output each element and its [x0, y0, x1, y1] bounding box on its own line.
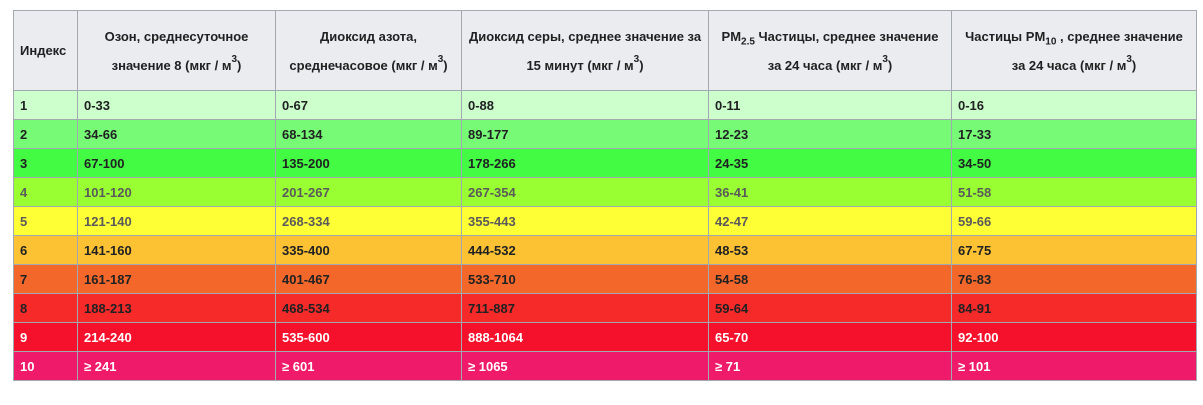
cell-no2: 535-600	[275, 322, 462, 352]
air-quality-index-table: Индекс Озон, среднесуточное значение 8 (…	[13, 10, 1197, 381]
cell-ozone: 0-33	[77, 90, 276, 120]
cell-so2: 0-88	[461, 90, 709, 120]
cell-index: 1	[13, 90, 78, 120]
cell-pm10: ≥ 101	[951, 351, 1197, 381]
header-pm25: PM2.5 Частицы, среднее значение за 24 ча…	[708, 10, 952, 91]
cell-so2: 355-443	[461, 206, 709, 236]
cell-pm10: 34-50	[951, 148, 1197, 178]
cell-pm25: 24-35	[708, 148, 952, 178]
header-pm10: Частицы PM10 , среднее значение за 24 ча…	[951, 10, 1197, 91]
table-row: 4 101-120 201-267 267-354 36-41 51-58	[13, 177, 1197, 207]
cell-ozone: 141-160	[77, 235, 276, 265]
cell-pm25: ≥ 71	[708, 351, 952, 381]
header-row: Индекс Озон, среднесуточное значение 8 (…	[13, 10, 1197, 91]
cell-pm25: 0-11	[708, 90, 952, 120]
header-so2: Диоксид серы, среднее значение за 15 мин…	[461, 10, 709, 91]
cell-so2: 267-354	[461, 177, 709, 207]
table-row: 10 ≥ 241 ≥ 601 ≥ 1065 ≥ 71 ≥ 101	[13, 351, 1197, 381]
cell-index: 9	[13, 322, 78, 352]
table-row: 5 121-140 268-334 355-443 42-47 59-66	[13, 206, 1197, 236]
cell-pm10: 17-33	[951, 119, 1197, 149]
cell-pm25: 48-53	[708, 235, 952, 265]
aqi-table-container: Индекс Озон, среднесуточное значение 8 (…	[13, 10, 1197, 381]
table-row: 2 34-66 68-134 89-177 12-23 17-33	[13, 119, 1197, 149]
cell-ozone: 214-240	[77, 322, 276, 352]
cell-pm10: 59-66	[951, 206, 1197, 236]
cell-no2: ≥ 601	[275, 351, 462, 381]
header-index: Индекс	[13, 10, 78, 91]
header-ozone: Озон, среднесуточное значение 8 (мкг / м…	[77, 10, 276, 91]
cell-ozone: 161-187	[77, 264, 276, 294]
cell-pm25: 42-47	[708, 206, 952, 236]
table-row: 9 214-240 535-600 888-1064 65-70 92-100	[13, 322, 1197, 352]
cell-index: 10	[13, 351, 78, 381]
header-no2: Диоксид азота, среднечасовое (мкг / м3)	[275, 10, 462, 91]
cell-index: 5	[13, 206, 78, 236]
cell-ozone: ≥ 241	[77, 351, 276, 381]
cell-pm25: 54-58	[708, 264, 952, 294]
cell-index: 4	[13, 177, 78, 207]
cell-pm10: 84-91	[951, 293, 1197, 323]
cell-no2: 335-400	[275, 235, 462, 265]
cell-pm10: 0-16	[951, 90, 1197, 120]
cell-no2: 401-467	[275, 264, 462, 294]
cell-so2: 444-532	[461, 235, 709, 265]
table-body: 1 0-33 0-67 0-88 0-11 0-16 2 34-66 68-134 89-177 1…	[13, 90, 1197, 381]
cell-pm10: 92-100	[951, 322, 1197, 352]
cell-pm10: 51-58	[951, 177, 1197, 207]
cell-so2: 888-1064	[461, 322, 709, 352]
cell-index: 7	[13, 264, 78, 294]
cell-no2: 68-134	[275, 119, 462, 149]
cell-index: 6	[13, 235, 78, 265]
cell-no2: 201-267	[275, 177, 462, 207]
table-row: 1 0-33 0-67 0-88 0-11 0-16	[13, 90, 1197, 120]
table-row: 7 161-187 401-467 533-710 54-58 76-83	[13, 264, 1197, 294]
cell-pm10: 67-75	[951, 235, 1197, 265]
cell-pm10: 76-83	[951, 264, 1197, 294]
table-row: 8 188-213 468-534 711-887 59-64 84-91	[13, 293, 1197, 323]
cell-pm25: 59-64	[708, 293, 952, 323]
table-row: 6 141-160 335-400 444-532 48-53 67-75	[13, 235, 1197, 265]
cell-index: 2	[13, 119, 78, 149]
cell-index: 3	[13, 148, 78, 178]
cell-no2: 268-334	[275, 206, 462, 236]
cell-no2: 135-200	[275, 148, 462, 178]
table-row: 3 67-100 135-200 178-266 24-35 34-50	[13, 148, 1197, 178]
cell-so2: 711-887	[461, 293, 709, 323]
cell-no2: 0-67	[275, 90, 462, 120]
cell-pm25: 12-23	[708, 119, 952, 149]
cell-so2: 533-710	[461, 264, 709, 294]
cell-ozone: 188-213	[77, 293, 276, 323]
cell-ozone: 101-120	[77, 177, 276, 207]
cell-pm25: 65-70	[708, 322, 952, 352]
cell-ozone: 121-140	[77, 206, 276, 236]
cell-so2: 89-177	[461, 119, 709, 149]
cell-pm25: 36-41	[708, 177, 952, 207]
cell-index: 8	[13, 293, 78, 323]
cell-so2: ≥ 1065	[461, 351, 709, 381]
cell-ozone: 67-100	[77, 148, 276, 178]
cell-so2: 178-266	[461, 148, 709, 178]
cell-no2: 468-534	[275, 293, 462, 323]
cell-ozone: 34-66	[77, 119, 276, 149]
